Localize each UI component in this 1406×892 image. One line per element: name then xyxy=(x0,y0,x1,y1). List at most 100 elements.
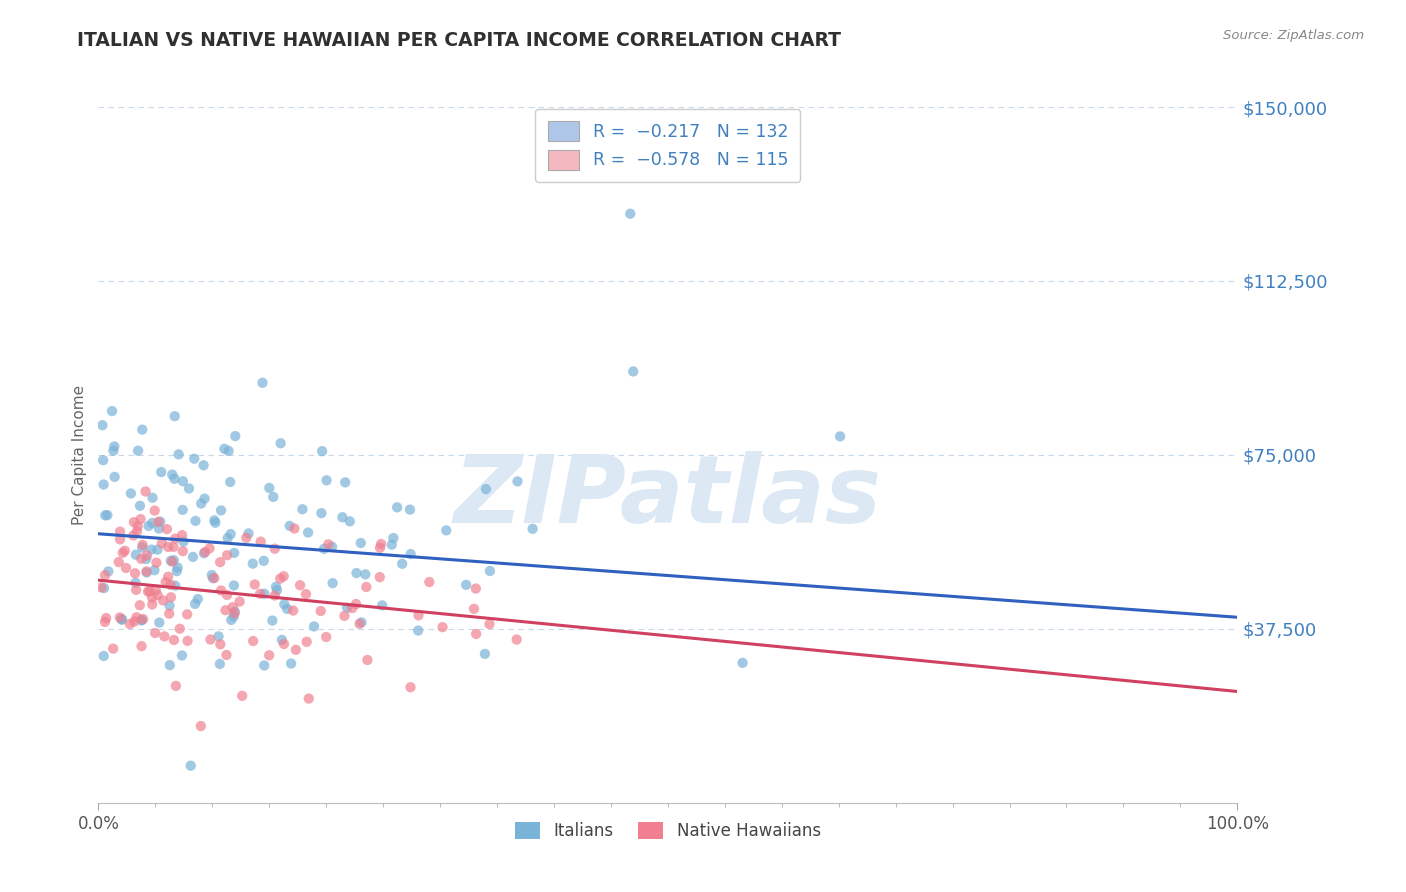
Point xyxy=(111,546,134,560)
Point xyxy=(94,508,117,523)
Point xyxy=(257,648,280,663)
Point xyxy=(311,444,333,458)
Point xyxy=(385,500,408,515)
Point xyxy=(315,473,337,487)
Point xyxy=(181,549,204,564)
Point xyxy=(336,600,359,615)
Point xyxy=(478,564,501,578)
Point xyxy=(219,475,242,489)
Point xyxy=(228,594,250,608)
Point xyxy=(163,409,186,424)
Point xyxy=(131,613,153,627)
Point xyxy=(311,506,333,520)
Point xyxy=(278,519,301,533)
Point xyxy=(207,629,229,643)
Point xyxy=(108,610,131,624)
Point xyxy=(238,526,260,541)
Point xyxy=(143,563,166,577)
Point xyxy=(104,470,127,484)
Point xyxy=(166,564,188,578)
Legend: Italians, Native Hawaiians: Italians, Native Hawaiians xyxy=(508,815,828,847)
Point xyxy=(159,658,181,673)
Point xyxy=(122,528,145,542)
Point xyxy=(291,502,314,516)
Point xyxy=(474,647,496,661)
Point xyxy=(208,657,231,671)
Point xyxy=(335,475,357,490)
Point xyxy=(129,551,152,566)
Point xyxy=(214,603,236,617)
Point xyxy=(135,484,157,499)
Point xyxy=(344,597,367,611)
Point xyxy=(209,583,232,598)
Point xyxy=(91,418,114,433)
Point xyxy=(125,610,148,624)
Point xyxy=(143,503,166,517)
Point xyxy=(124,615,146,629)
Text: ITALIAN VS NATIVE HAWAIIAN PER CAPITA INCOME CORRELATION CHART: ITALIAN VS NATIVE HAWAIIAN PER CAPITA IN… xyxy=(77,31,841,50)
Point xyxy=(97,565,120,579)
Point xyxy=(157,570,180,584)
Point xyxy=(371,599,394,613)
Point xyxy=(111,612,134,626)
Point xyxy=(125,548,148,562)
Text: Source: ZipAtlas.com: Source: ZipAtlas.com xyxy=(1223,29,1364,42)
Point xyxy=(101,404,124,418)
Point xyxy=(222,609,245,624)
Point xyxy=(350,615,373,630)
Point xyxy=(94,615,117,629)
Point xyxy=(187,592,209,607)
Point xyxy=(215,648,238,662)
Point xyxy=(157,540,180,554)
Point xyxy=(273,637,295,651)
Point xyxy=(418,575,440,590)
Point xyxy=(505,632,527,647)
Point xyxy=(135,566,157,580)
Point xyxy=(180,758,202,772)
Point xyxy=(731,656,754,670)
Point xyxy=(318,537,340,551)
Point xyxy=(295,634,318,648)
Point xyxy=(288,578,311,592)
Point xyxy=(160,591,183,605)
Point xyxy=(172,534,194,549)
Point xyxy=(163,632,186,647)
Point xyxy=(152,593,174,607)
Point xyxy=(115,561,138,575)
Point xyxy=(150,536,173,550)
Point xyxy=(408,608,430,623)
Point xyxy=(108,524,131,539)
Point xyxy=(262,614,284,628)
Point xyxy=(176,633,198,648)
Point xyxy=(368,541,391,555)
Point xyxy=(283,603,305,617)
Point xyxy=(269,572,291,586)
Point xyxy=(165,579,187,593)
Point xyxy=(215,588,238,602)
Point xyxy=(108,533,131,547)
Point xyxy=(176,607,198,622)
Point xyxy=(249,587,271,601)
Point xyxy=(146,542,169,557)
Point xyxy=(370,537,392,551)
Point xyxy=(273,597,295,611)
Point xyxy=(91,453,114,467)
Point xyxy=(249,534,271,549)
Point xyxy=(399,680,422,694)
Point xyxy=(283,521,305,535)
Point xyxy=(315,630,337,644)
Point xyxy=(157,607,180,621)
Point xyxy=(101,641,124,656)
Point xyxy=(381,538,404,552)
Point xyxy=(201,568,224,582)
Point xyxy=(190,719,212,733)
Point xyxy=(333,608,356,623)
Point xyxy=(432,620,454,634)
Point xyxy=(399,502,422,516)
Point xyxy=(200,632,222,647)
Point xyxy=(172,503,194,517)
Point xyxy=(242,557,264,571)
Point xyxy=(184,514,207,528)
Point xyxy=(478,617,501,632)
Point xyxy=(202,513,225,527)
